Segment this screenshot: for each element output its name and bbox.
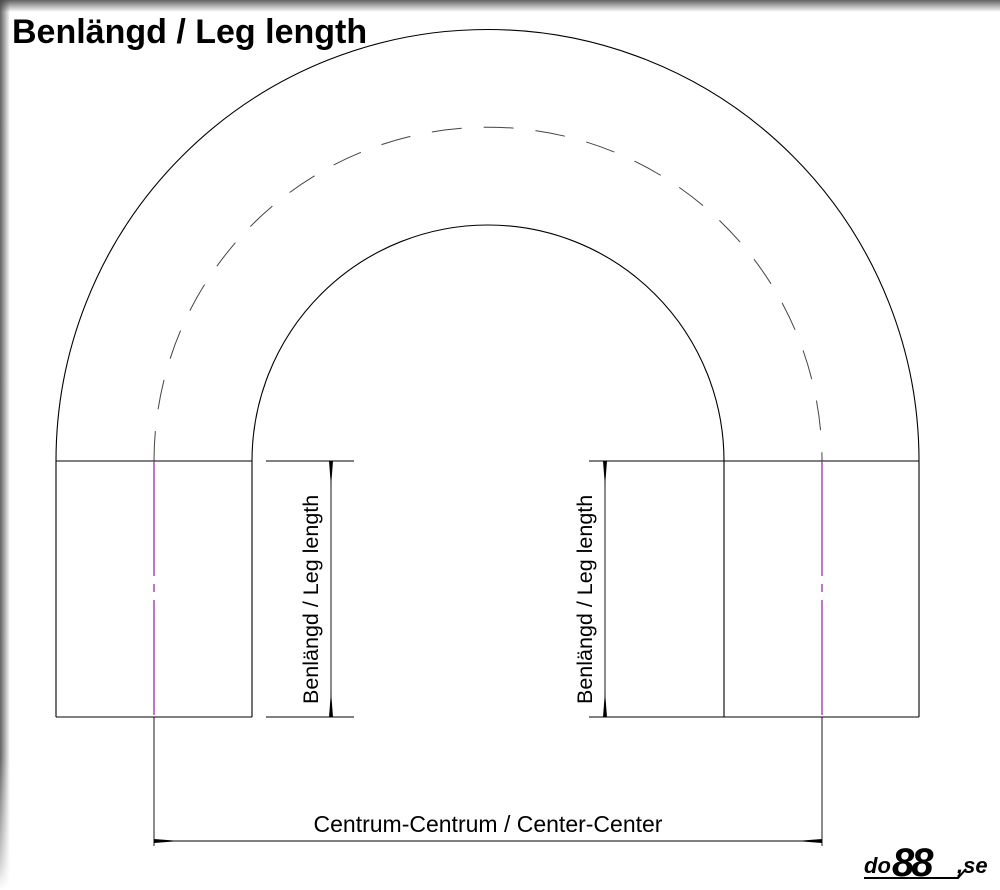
svg-text:Centrum-Centrum / Center-Cente: Centrum-Centrum / Center-Center xyxy=(314,811,663,837)
svg-text:do: do xyxy=(864,853,891,878)
svg-text:Benlängd / Leg length: Benlängd / Leg length xyxy=(12,13,367,51)
svg-text:Benlängd / Leg length: Benlängd / Leg length xyxy=(299,495,323,704)
svg-text:Benlängd / Leg length: Benlängd / Leg length xyxy=(573,495,597,704)
